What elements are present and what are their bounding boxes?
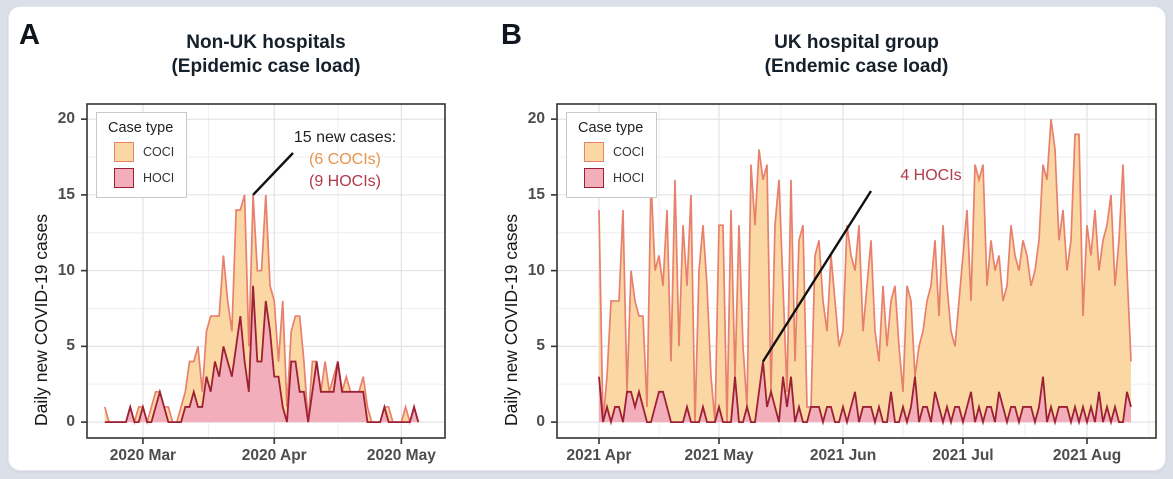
legend-title: Case type (108, 120, 174, 136)
panel-b-legend: Case type COCI HOCI (566, 112, 658, 198)
y-tick-label: 10 (527, 261, 545, 279)
hoci-swatch-icon (584, 168, 604, 188)
panel-b-title: UK hospital group (Endemic case load) (557, 31, 1156, 80)
legend-item-hoci: HOCI (577, 168, 644, 188)
hoci-swatch-icon (114, 168, 134, 188)
panel-a-title-line1: Non-UK hospitals (186, 32, 346, 53)
y-tick-label: 10 (57, 261, 75, 279)
x-tick-label: 2021 May (684, 447, 754, 464)
coci-swatch-icon (584, 142, 604, 162)
panel-a-legend: Case type COCI HOCI (96, 112, 188, 198)
legend-item-coci: COCI (107, 142, 174, 162)
panel-a-annotation: 15 new cases: (6 COCIs) (9 HOCIs) (279, 127, 411, 193)
panel-b-letter: B (501, 19, 522, 51)
y-tick-label: 5 (536, 337, 545, 355)
annotation-line: 4 HOCIs (900, 167, 962, 184)
annotation-pointer-line (761, 190, 873, 363)
y-tick-label: 20 (57, 110, 75, 128)
annotation-pointer-line (252, 152, 294, 196)
panel-a-title-line2: (Epidemic case load) (171, 56, 361, 78)
legend-item-label: COCI (613, 145, 645, 159)
legend-item-coci: COCI (577, 142, 644, 162)
annotation-line: (9 HOCIs) (309, 173, 381, 191)
panel-a-y-axis-title: Daily new COVID-19 cases (31, 213, 51, 426)
y-tick-label: 0 (536, 413, 545, 431)
x-tick-label: 2021 Jul (932, 447, 994, 464)
panel-b-annotation: 4 HOCIs (881, 165, 981, 187)
panel-b-plot-area (551, 103, 1157, 444)
y-tick-label: 15 (57, 185, 75, 203)
y-tick-label: 15 (527, 185, 545, 203)
panel-b-y-axis-title: Daily new COVID-19 cases (501, 213, 521, 426)
x-tick-label: 2021 Aug (1052, 447, 1122, 464)
legend-item-label: COCI (143, 145, 175, 159)
y-tick-label: 20 (527, 110, 545, 128)
x-tick-label: 2020 May (366, 447, 436, 464)
legend-item-label: HOCI (143, 171, 175, 185)
x-tick-label: 2021 Apr (566, 447, 632, 464)
figure-card: A Non-UK hospitals (Epidemic case load) … (8, 6, 1166, 471)
y-tick-label: 5 (66, 337, 75, 355)
x-tick-label: 2021 Jun (809, 447, 877, 464)
legend-item-hoci: HOCI (107, 168, 174, 188)
panel-b-title-line1: UK hospital group (774, 32, 939, 53)
y-tick-label: 0 (66, 413, 75, 431)
x-tick-label: 2020 Apr (241, 447, 307, 464)
chart-svg (551, 103, 1157, 444)
panel-a-title: Non-UK hospitals (Epidemic case load) (87, 31, 445, 80)
panel-b-title-line2: (Endemic case load) (764, 56, 949, 78)
coci-swatch-icon (114, 142, 134, 162)
legend-title: Case type (578, 120, 644, 136)
x-tick-label: 2020 Mar (109, 447, 177, 464)
panel-a-letter: A (19, 19, 40, 51)
legend-item-label: HOCI (613, 171, 645, 185)
annotation-line: 15 new cases: (293, 129, 397, 146)
annotation-line: (6 COCIs) (309, 151, 381, 169)
